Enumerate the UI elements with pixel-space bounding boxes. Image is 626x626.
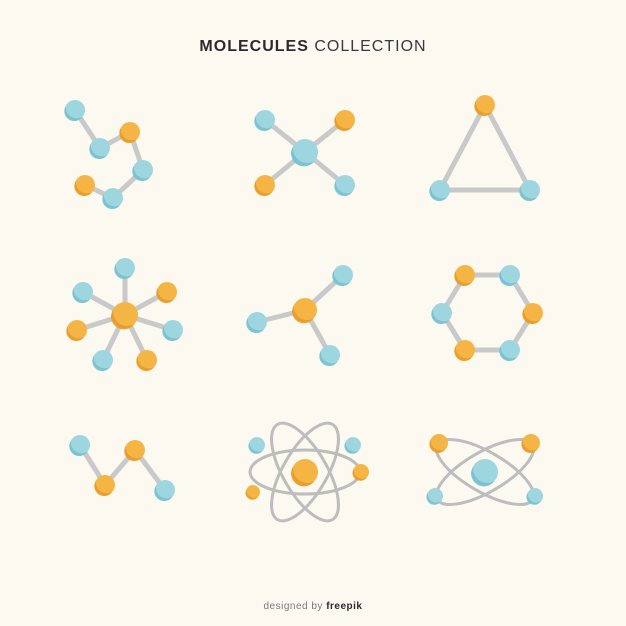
molecule-star: [55, 250, 235, 410]
orange-atom-icon: [90, 475, 115, 500]
molecule-triangle: [415, 90, 595, 250]
footer-brand: freepik: [326, 601, 362, 612]
cyan-atom-icon: [341, 437, 361, 457]
cyan-atom-icon: [515, 180, 540, 205]
cyan-atom-icon: [88, 350, 113, 375]
orange-atom-icon: [450, 265, 475, 290]
molecule-hexagon: [415, 250, 595, 410]
molecule-tripod: [235, 250, 415, 410]
page-title: MOLECULES COLLECTION: [0, 38, 626, 56]
cyan-atom-icon: [250, 110, 275, 135]
cyan-atom-icon: [315, 345, 340, 370]
footer-prefix: designed by: [263, 601, 326, 612]
cyan-atom-icon: [150, 480, 175, 505]
orange-atom-icon: [62, 320, 87, 345]
cyan-atom-icon: [158, 320, 183, 345]
cyan-atom-icon: [495, 340, 520, 365]
canvas: MOLECULES COLLECTION designed by freepik: [0, 0, 626, 626]
cyan-atom-icon: [242, 312, 267, 337]
title-bold: MOLECULES: [199, 38, 308, 55]
orange-atom-icon: [286, 459, 318, 492]
cyan-atom-icon: [423, 488, 443, 508]
molecule-chain: [55, 90, 235, 250]
orange-atom-icon: [349, 464, 369, 484]
orange-atom-icon: [132, 350, 157, 375]
orange-atom-icon: [70, 175, 95, 200]
bond-icon: [440, 105, 485, 190]
footer-credit: designed by freepik: [0, 601, 626, 612]
cyan-atom-icon: [245, 437, 265, 457]
orange-atom-icon: [250, 175, 275, 200]
orange-atom-icon: [243, 485, 260, 503]
title-light: COLLECTION: [314, 38, 426, 55]
cyan-atom-icon: [85, 138, 110, 163]
cyan-atom-icon: [68, 282, 93, 307]
bond-icon: [485, 105, 530, 190]
cyan-atom-icon: [425, 180, 450, 205]
orange-atom-icon: [518, 434, 540, 457]
molecule-tetra: [235, 90, 415, 250]
orange-atom-icon: [152, 282, 177, 307]
molecule-zigzag: [55, 410, 235, 570]
molecule-atom-a: [235, 410, 415, 570]
molecule-atom-b: [415, 410, 595, 570]
orange-atom-icon: [450, 340, 475, 365]
orange-atom-icon: [518, 303, 543, 328]
